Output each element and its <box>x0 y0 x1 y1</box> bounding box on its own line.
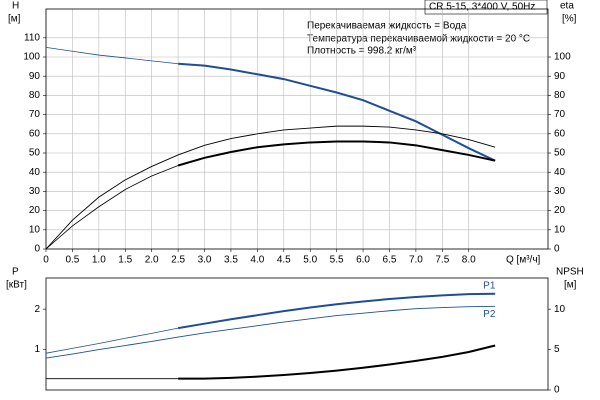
y-tick-label: 90 <box>29 71 41 82</box>
x-tick-label: 7.0 <box>409 255 423 266</box>
x-tick-label: 0 <box>43 255 49 266</box>
y-tick-label: 40 <box>29 167 41 178</box>
x-tick-label: 1.0 <box>92 255 106 266</box>
x-tick-label: 3.0 <box>198 255 212 266</box>
line-series <box>45 47 179 65</box>
y2-tick-label: 60 <box>554 128 566 139</box>
x-tick-label: 4.0 <box>250 255 264 266</box>
x-tick-label: 5.0 <box>303 255 317 266</box>
plot-frame <box>45 8 549 250</box>
note-box <box>424 0 548 15</box>
x-axis-label: Q [м³/ч] <box>506 255 541 266</box>
y2-tick-label: 80 <box>554 90 566 101</box>
series-label: P1 <box>483 280 496 291</box>
y2-tick-label: 20 <box>554 205 566 216</box>
annotation: Перекачиваемая жидкость = Вода <box>307 21 467 32</box>
x-tick-label: 2.0 <box>145 255 159 266</box>
plot-frame <box>45 277 549 391</box>
line-series <box>45 165 179 250</box>
y2-tick-label: 10 <box>554 224 566 235</box>
y2-tick-label: 70 <box>554 109 566 120</box>
y2-axis-unit: [%] <box>562 14 577 25</box>
annotation: Плотность = 998.2 кг/м³ <box>307 46 417 57</box>
y2-axis-label: NPSH <box>556 267 584 278</box>
line-series <box>45 305 496 359</box>
y2-tick-label: 100 <box>554 52 571 63</box>
y-tick-label: 50 <box>29 148 41 159</box>
y2-tick-label: 90 <box>554 71 566 82</box>
x-tick-label: 3.5 <box>224 255 238 266</box>
x-tick-label: 6.0 <box>356 255 370 266</box>
x-tick-label: 4.5 <box>277 255 291 266</box>
line-series <box>178 344 496 380</box>
x-tick-label: 6.5 <box>383 255 397 266</box>
y-tick-label: 110 <box>24 32 40 43</box>
y2-tick-label: 10 <box>554 304 566 315</box>
series-label: P2 <box>483 309 496 320</box>
x-tick-label: 1.5 <box>118 255 132 266</box>
y2-tick-label: 50 <box>554 148 566 159</box>
y2-tick-label: 30 <box>554 186 566 197</box>
x-tick-label: 2.5 <box>171 255 185 266</box>
line-series <box>45 125 496 250</box>
y-tick-label: 30 <box>29 186 41 197</box>
annotation: CR 5-15, 3*400 V, 50Hz <box>429 2 535 13</box>
y-tick-label: 0 <box>34 244 40 255</box>
y-axis-unit: [кВт] <box>6 280 27 291</box>
y2-axis-unit: [м] <box>564 280 577 291</box>
x-tick-label: 5.5 <box>330 255 344 266</box>
y-tick-label: 80 <box>29 90 41 101</box>
y2-axis-label: eta <box>560 1 574 12</box>
line-series <box>178 62 496 162</box>
y-tick-label: 2 <box>34 304 40 315</box>
x-tick-label: 7.5 <box>435 255 449 266</box>
y-tick-label: 20 <box>29 205 41 216</box>
y-tick-label: 10 <box>29 224 41 235</box>
y-tick-label: 1 <box>34 344 40 355</box>
annotation: Температура перекачиваемой жидкости = 20… <box>307 34 530 45</box>
y2-tick-label: 40 <box>554 167 566 178</box>
y-tick-label: 100 <box>23 52 40 63</box>
line-series <box>177 140 496 167</box>
y2-tick-label: 0 <box>554 385 560 396</box>
line-series <box>45 327 179 354</box>
y-tick-label: 70 <box>29 109 41 120</box>
x-tick-label: 0.5 <box>65 255 79 266</box>
y2-tick-label: 5 <box>554 344 560 355</box>
line-series <box>177 292 496 330</box>
y-axis-label: H <box>12 1 19 12</box>
y2-tick-label: 0 <box>554 244 560 255</box>
y-axis-label: P <box>12 267 19 278</box>
y-tick-label: 60 <box>29 128 41 139</box>
x-tick-label: 8.0 <box>462 255 476 266</box>
y-axis-unit: [м] <box>8 14 21 25</box>
